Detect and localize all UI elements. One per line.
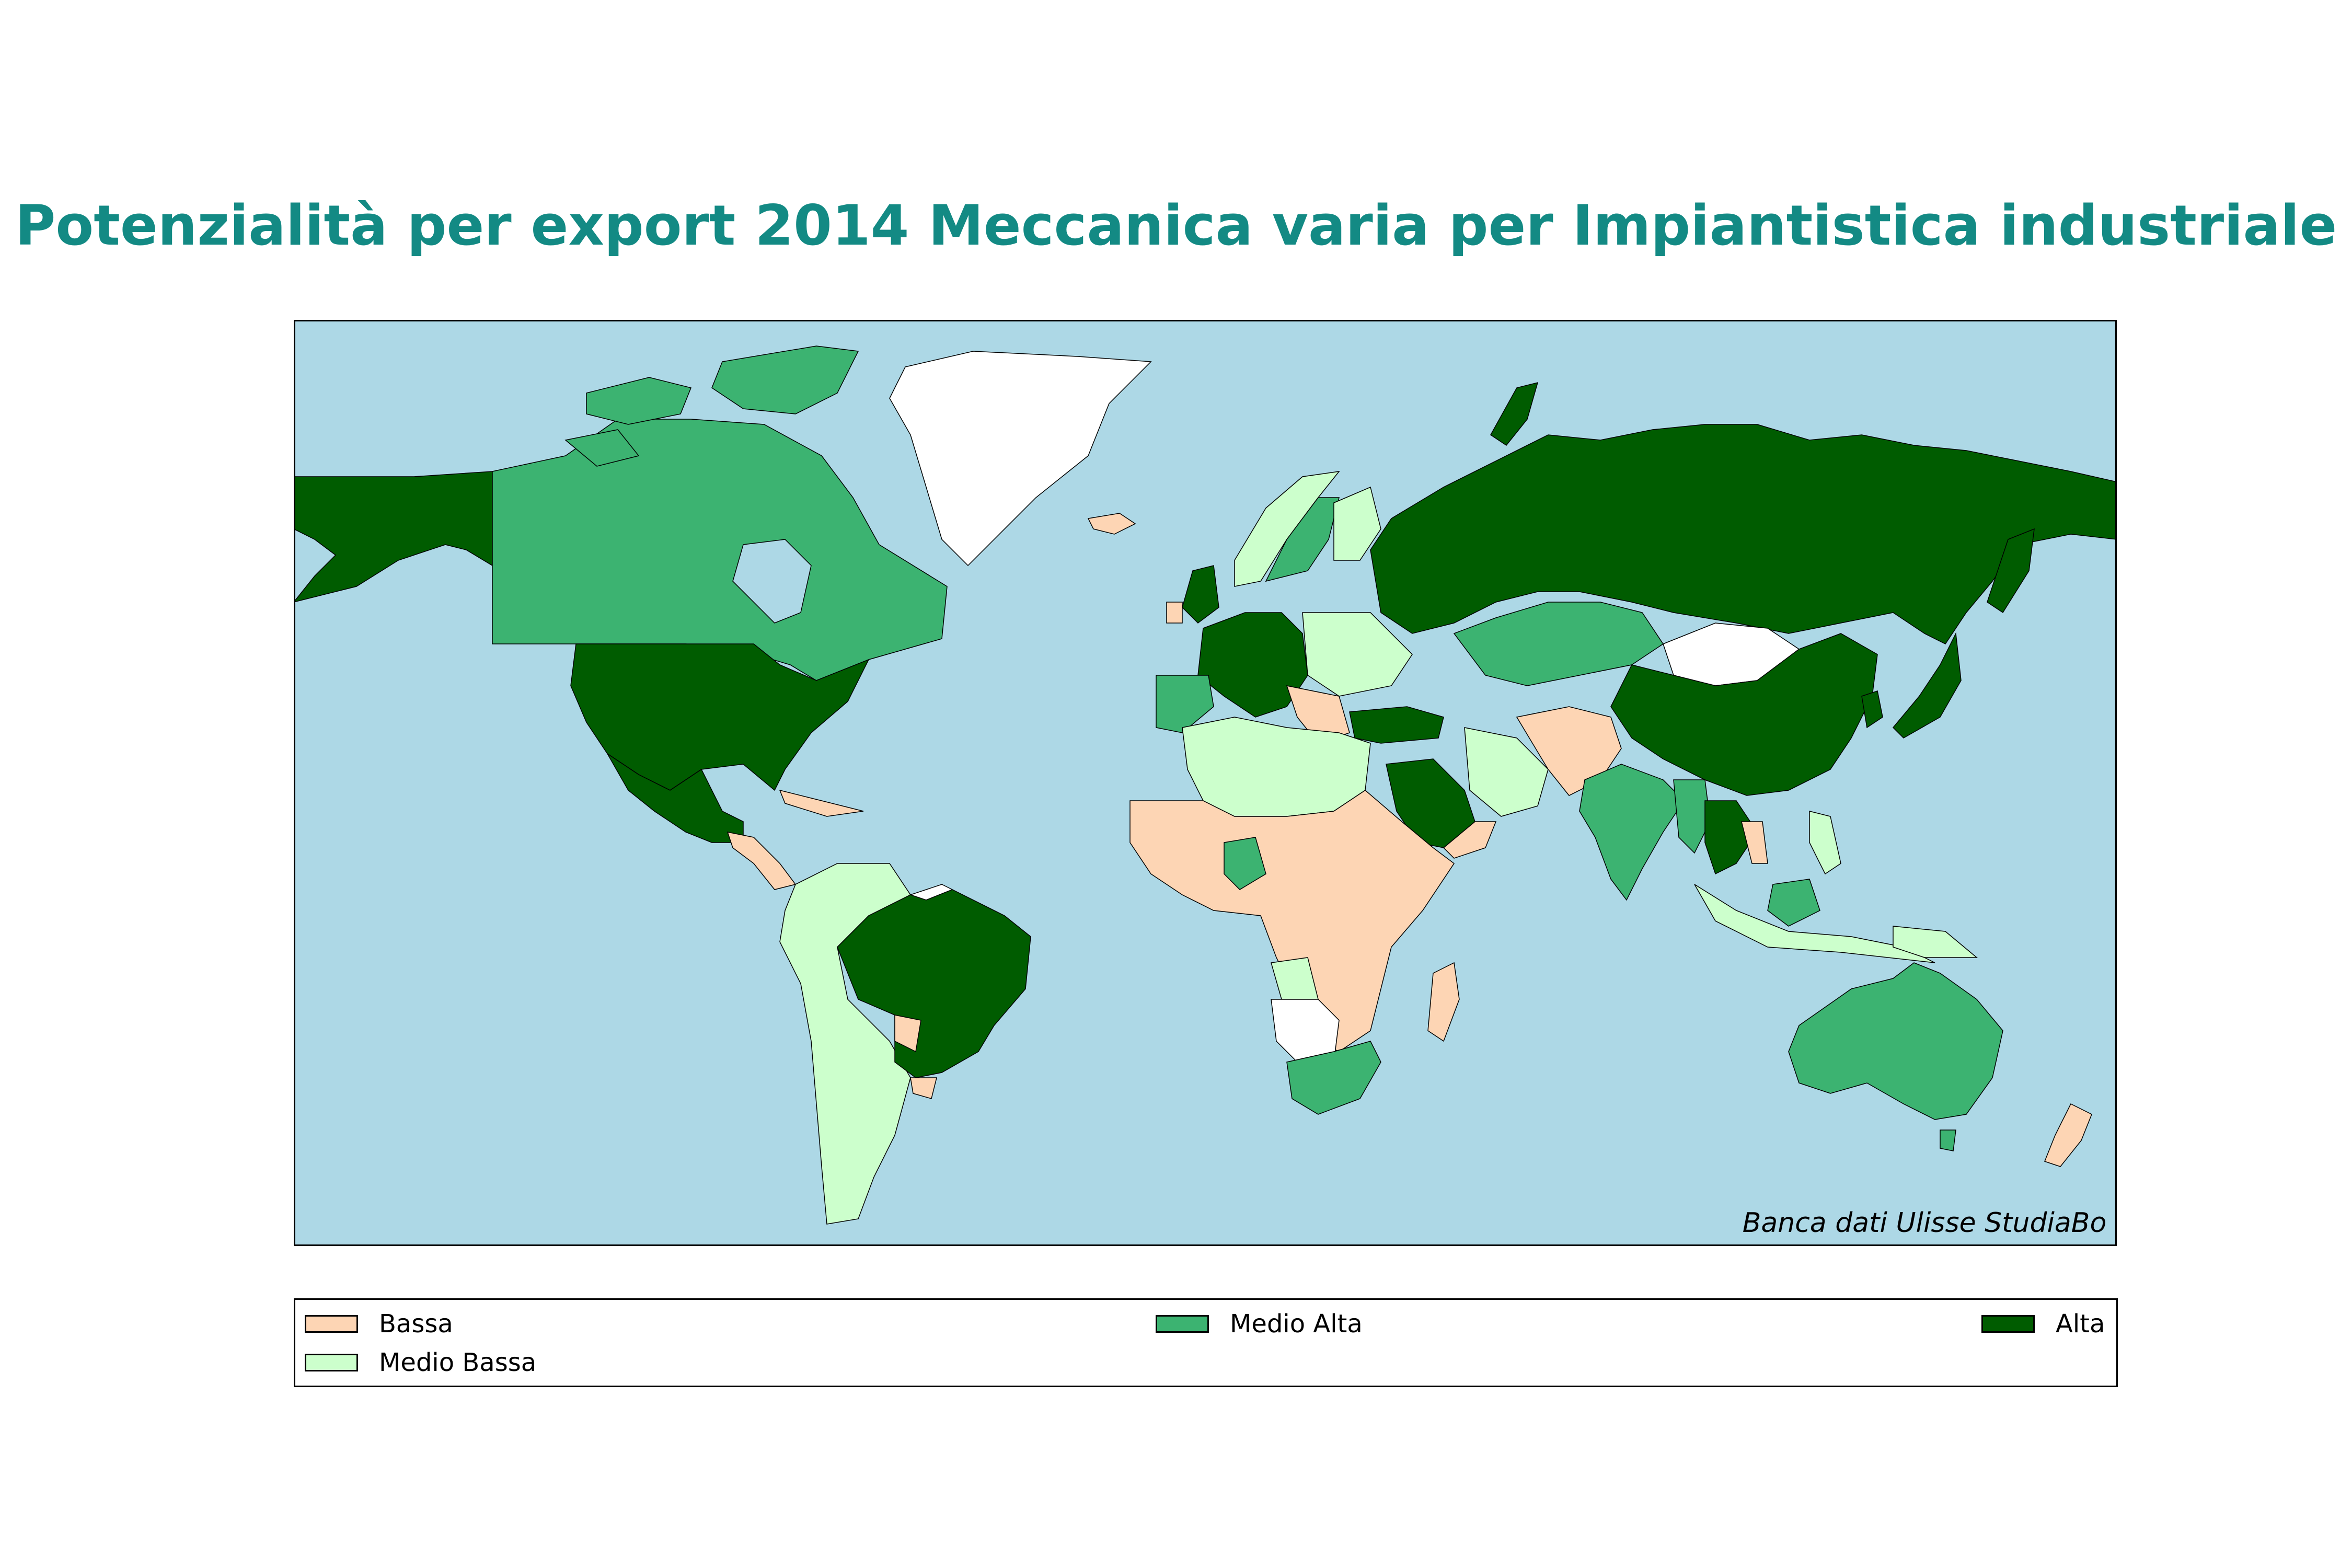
region-nigeria (1224, 837, 1266, 890)
region-india (1579, 764, 1685, 901)
region-usa (570, 643, 870, 791)
region-australia (1788, 962, 2003, 1120)
legend-label: Medio Bassa (379, 1348, 537, 1377)
region-thailand (1704, 800, 1758, 875)
region-arctic-islands-2 (586, 377, 692, 425)
legend-label: Bassa (379, 1309, 453, 1339)
region-arctic-islands (711, 345, 859, 414)
world-map: Banca dati Ulisse StudiaBo (294, 320, 2117, 1246)
map-title: Potenzialità per export 2014 Meccanica v… (15, 193, 2337, 258)
region-kamchatka (1987, 528, 2035, 614)
region-afghanistan-pakistan (1516, 706, 1622, 796)
region-mexico (607, 753, 744, 843)
region-tasmania (1940, 1129, 1956, 1151)
legend-label: Medio Alta (1230, 1309, 1363, 1339)
region-russia (1370, 424, 2117, 644)
legend-item-alta: Alta (1981, 1309, 2105, 1339)
legend-item-bassa: Bassa (305, 1309, 453, 1339)
region-china (1610, 633, 1878, 796)
region-ireland (1166, 602, 1183, 624)
region-eastern-europe (1302, 612, 1413, 697)
region-myanmar (1673, 779, 1711, 854)
region-yemen-oman (1443, 821, 1497, 859)
region-caribbean (779, 789, 864, 817)
region-borneo (1767, 879, 1820, 927)
legend-swatch-medio-alta (1156, 1315, 1209, 1333)
region-paraguay (894, 1014, 921, 1053)
region-new-zealand (2044, 1103, 2092, 1167)
region-korea (1861, 690, 1883, 729)
region-iceland (1087, 513, 1136, 535)
legend-label: Alta (2056, 1309, 2105, 1339)
region-uruguay (910, 1077, 937, 1099)
region-iran (1464, 727, 1549, 817)
legend-item-medio-bassa: Medio Bassa (305, 1348, 536, 1377)
region-madagascar (1427, 962, 1460, 1042)
region-arctic-islands-3 (564, 429, 640, 467)
legend: Bassa Medio Bassa Medio Alta Alta (294, 1298, 2118, 1387)
legend-swatch-medio-bassa (305, 1354, 358, 1371)
region-guianas (909, 884, 953, 901)
region-greenland (889, 351, 1152, 567)
region-alaska (294, 471, 493, 603)
region-new-guinea (1893, 926, 1978, 958)
region-uk (1182, 565, 1219, 624)
region-sweden (1265, 497, 1340, 582)
region-south-africa (1286, 1041, 1381, 1115)
region-brazil (837, 889, 1031, 1078)
region-japan (1892, 632, 1962, 739)
legend-swatch-alta (1981, 1315, 2035, 1333)
region-vietnam (1741, 821, 1768, 864)
region-philippines (1809, 811, 1841, 875)
region-west-africa (1129, 790, 1455, 1052)
hudson-bay (732, 539, 812, 624)
region-central-america (727, 832, 797, 890)
region-iberia (1156, 675, 1214, 733)
region-russia-islands (1490, 382, 1539, 446)
map-frame (294, 320, 2117, 1246)
region-finland (1333, 486, 1381, 561)
legend-item-medio-alta: Medio Alta (1156, 1309, 1363, 1339)
legend-swatch-bassa (305, 1315, 358, 1333)
source-credit: Banca dati Ulisse StudiaBo (1743, 1207, 2107, 1239)
